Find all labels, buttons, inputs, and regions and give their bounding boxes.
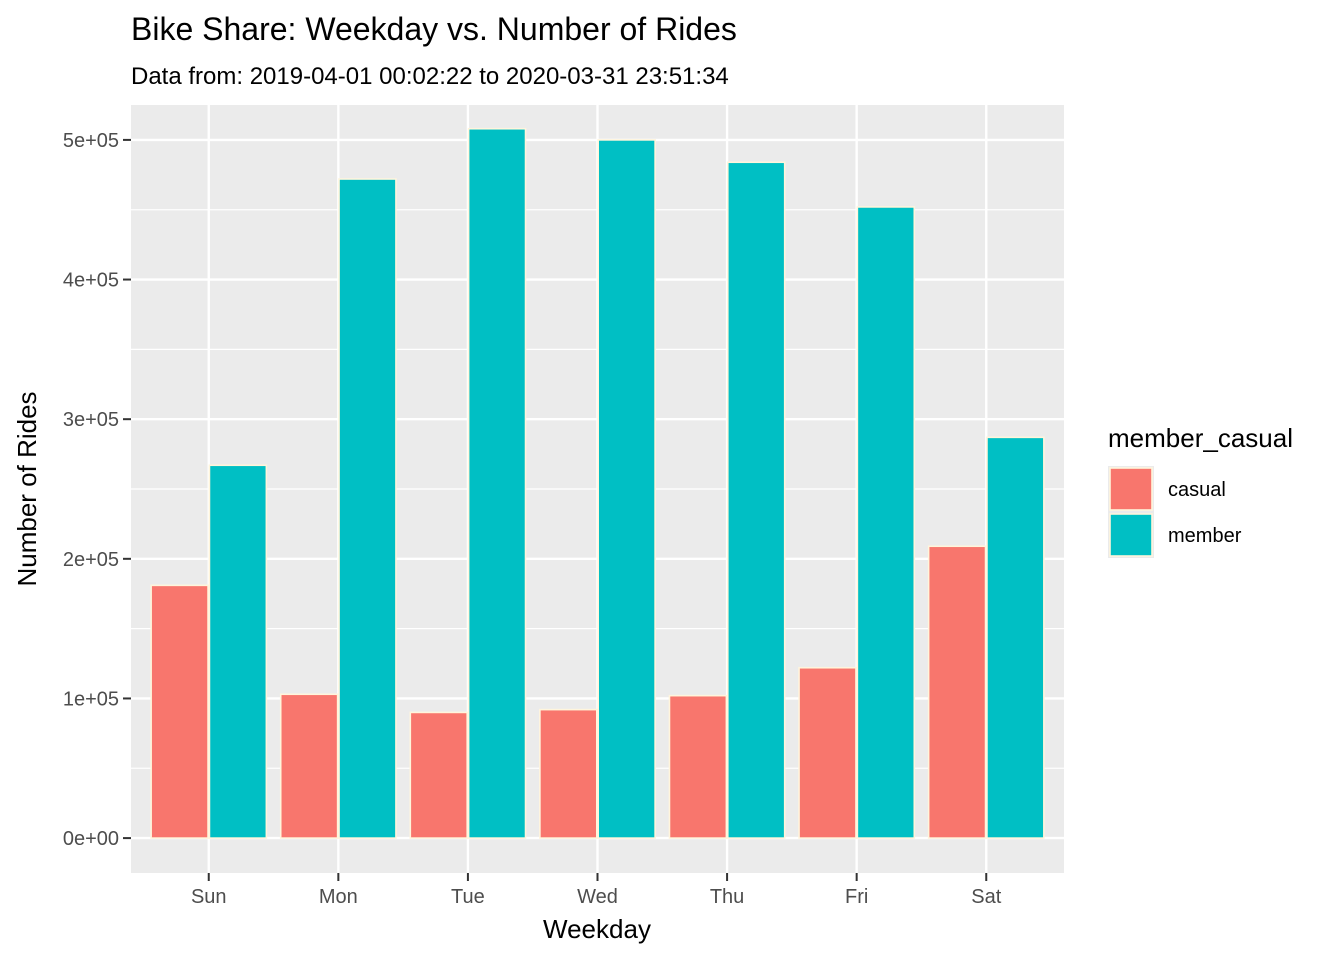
bar-casual-sun — [150, 584, 209, 839]
legend-swatch-member — [1109, 513, 1153, 557]
y-tick-label: 1e+05 — [63, 688, 119, 710]
x-tick-label-thu: Thu — [710, 886, 744, 908]
bar-member-fri — [856, 206, 916, 839]
legend: member_casual casual member — [1108, 423, 1293, 558]
bar-casual-mon — [279, 693, 339, 839]
bar-casual-fri — [798, 666, 857, 839]
x-tick-label-sun: Sun — [191, 886, 227, 908]
y-tick-label: 5e+05 — [63, 130, 119, 152]
bar-member-tue — [467, 127, 527, 839]
x-axis-title: Weekday — [543, 914, 651, 944]
bar-member-thu — [726, 161, 786, 839]
chart-subtitle: Data from: 2019-04-01 00:02:22 to 2020-0… — [131, 63, 729, 90]
y-axis-title: Number of Rides — [12, 391, 42, 586]
x-tick-label-mon: Mon — [319, 886, 358, 908]
y-tick-label: 0e+00 — [63, 828, 119, 850]
legend-title: member_casual — [1108, 423, 1293, 453]
x-tick-label-fri: Fri — [845, 886, 868, 908]
chart-title: Bike Share: Weekday vs. Number of Rides — [131, 11, 737, 47]
bar-casual-tue — [409, 711, 469, 839]
y-tick-label: 3e+05 — [63, 409, 119, 431]
y-tick-label: 2e+05 — [63, 549, 119, 571]
legend-label-member: member — [1168, 525, 1242, 547]
bar-member-sat — [986, 436, 1045, 839]
bar-casual-wed — [539, 708, 598, 839]
bar-member-wed — [597, 139, 656, 839]
bar-casual-thu — [668, 694, 728, 839]
bar-member-sun — [208, 464, 268, 839]
y-tick-label: 4e+05 — [63, 270, 119, 292]
legend-swatch-casual — [1109, 467, 1153, 511]
x-tick-label-tue: Tue — [451, 886, 485, 908]
legend-label-casual: casual — [1168, 479, 1226, 501]
bar-member-mon — [338, 178, 397, 839]
bar-casual-sat — [927, 545, 987, 839]
x-tick-label-sat: Sat — [971, 886, 1001, 908]
x-axis: Sun Mon Tue Wed Thu Fri Sat — [191, 873, 1002, 908]
x-tick-label-wed: Wed — [577, 886, 618, 908]
bars — [150, 127, 1045, 839]
y-axis: 0e+00 1e+05 2e+05 3e+05 4e+05 5e+05 — [63, 130, 131, 850]
